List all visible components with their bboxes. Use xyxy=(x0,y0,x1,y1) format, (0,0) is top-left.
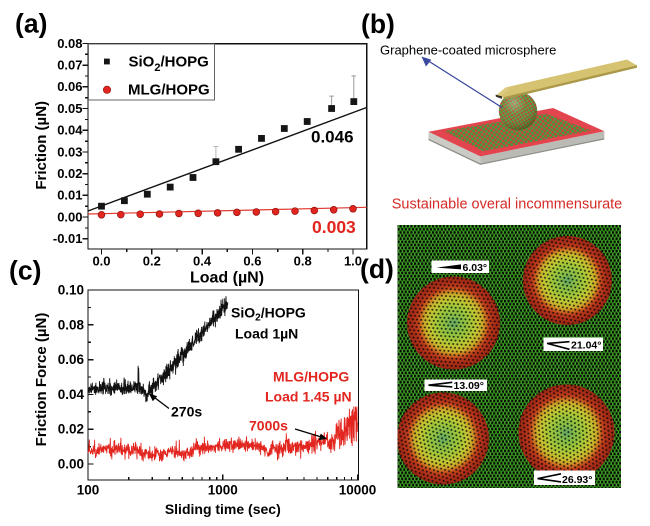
svg-text:SiO2/HOPG: SiO2/HOPG xyxy=(231,305,306,324)
svg-text:0.07: 0.07 xyxy=(57,58,82,73)
svg-text:26.93°: 26.93° xyxy=(562,474,592,486)
svg-text:0.8: 0.8 xyxy=(294,254,312,269)
svg-text:(a): (a) xyxy=(15,9,47,39)
svg-text:SiO2/HOPG: SiO2/HOPG xyxy=(129,54,209,75)
svg-text:0.03: 0.03 xyxy=(57,144,82,159)
svg-text:0.046: 0.046 xyxy=(311,128,354,147)
svg-text:13.09°: 13.09° xyxy=(454,380,484,392)
svg-text:(b): (b) xyxy=(361,9,395,39)
svg-text:0.05: 0.05 xyxy=(57,101,82,116)
svg-text:-0.01: -0.01 xyxy=(53,231,83,246)
svg-text:0.00: 0.00 xyxy=(58,457,84,472)
svg-text:100: 100 xyxy=(77,483,100,498)
svg-text:0.6: 0.6 xyxy=(243,254,261,269)
svg-text:0.08: 0.08 xyxy=(58,317,85,332)
svg-text:0.04: 0.04 xyxy=(58,387,85,402)
svg-text:0.2: 0.2 xyxy=(143,254,161,269)
svg-text:Friction Force (µN): Friction Force (µN) xyxy=(33,313,50,447)
svg-text:0.08: 0.08 xyxy=(57,36,82,51)
svg-text:Friction (µN): Friction (µN) xyxy=(33,101,50,190)
svg-text:0.06: 0.06 xyxy=(58,352,85,367)
svg-text:6.03°: 6.03° xyxy=(463,262,488,274)
svg-text:21.04°: 21.04° xyxy=(571,339,601,351)
svg-text:0.003: 0.003 xyxy=(312,217,356,237)
svg-text:Load 1µN: Load 1µN xyxy=(235,326,298,342)
svg-text:MLG/HOPG: MLG/HOPG xyxy=(128,82,210,99)
svg-text:0.02: 0.02 xyxy=(58,422,84,437)
svg-text:0.0: 0.0 xyxy=(92,254,110,269)
svg-text:0.4: 0.4 xyxy=(193,254,212,269)
svg-text:(c): (c) xyxy=(9,256,41,286)
svg-text:Load (µN): Load (µN) xyxy=(190,270,264,287)
svg-text:MLG/HOPG: MLG/HOPG xyxy=(273,369,349,385)
svg-text:0.00: 0.00 xyxy=(57,209,82,224)
svg-text:Sliding time (sec): Sliding time (sec) xyxy=(165,501,281,517)
svg-text:0.04: 0.04 xyxy=(57,123,83,138)
svg-text:0.01: 0.01 xyxy=(57,188,82,203)
svg-text:270s: 270s xyxy=(171,404,202,420)
svg-text:0.02: 0.02 xyxy=(57,166,82,181)
svg-text:10000: 10000 xyxy=(339,483,377,498)
svg-text:0.10: 0.10 xyxy=(58,283,84,298)
svg-text:1000: 1000 xyxy=(208,483,238,498)
svg-text:Sustainable overal incommensur: Sustainable overal incommensurate xyxy=(392,197,623,213)
svg-text:1.0: 1.0 xyxy=(344,254,362,269)
svg-text:(d): (d) xyxy=(360,254,394,284)
svg-text:7000s: 7000s xyxy=(249,418,288,434)
svg-text:Graphene-coated microsphere: Graphene-coated microsphere xyxy=(380,43,556,58)
svg-text:Load 1.45 µN: Load 1.45 µN xyxy=(265,389,352,405)
svg-text:0.06: 0.06 xyxy=(57,79,82,94)
